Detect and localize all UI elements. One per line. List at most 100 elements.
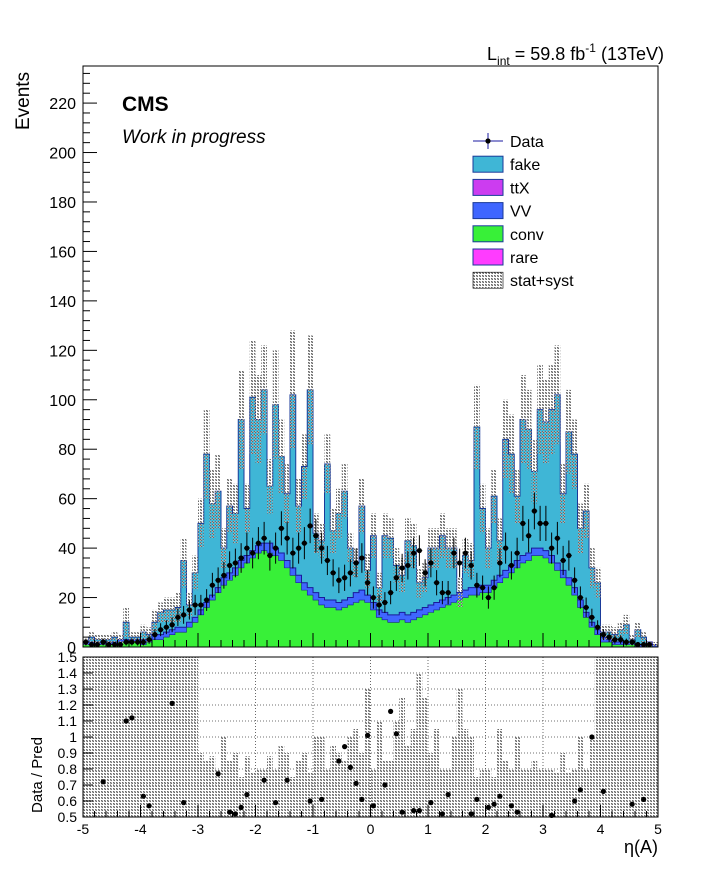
stat-syst-band-bin bbox=[123, 607, 129, 638]
stat-syst-band-bin bbox=[341, 464, 348, 519]
ratio-point bbox=[336, 758, 342, 764]
data-point bbox=[410, 537, 417, 569]
legend-label: conv bbox=[510, 227, 544, 244]
stat-syst-band-bin bbox=[111, 632, 118, 643]
data-point bbox=[140, 638, 147, 646]
ratio-band-bin bbox=[255, 769, 262, 817]
ratio-band-bin bbox=[341, 761, 348, 817]
x-tick-label: 1 bbox=[424, 821, 432, 837]
data-point bbox=[428, 548, 434, 578]
ratio-band-bin bbox=[123, 657, 129, 817]
stat-syst-band-bin bbox=[566, 389, 572, 474]
ratio-band-bin bbox=[428, 753, 434, 817]
ratio-uncertainty-band bbox=[83, 657, 658, 817]
stat-syst-band-bin bbox=[594, 567, 601, 598]
stat-syst-band-bin bbox=[284, 464, 290, 524]
legend-label: VV bbox=[510, 204, 532, 221]
data-point bbox=[439, 580, 446, 605]
data-point bbox=[382, 592, 388, 613]
data-point bbox=[468, 551, 474, 580]
ratio-point bbox=[399, 809, 405, 815]
ratio-band-bin bbox=[278, 745, 285, 817]
stat-syst-band-bin bbox=[416, 567, 423, 598]
ratio-band-bin bbox=[600, 657, 607, 817]
ratio-band-bin bbox=[456, 689, 463, 817]
stat-syst-band-bin bbox=[376, 572, 382, 603]
x-tick-label: -5 bbox=[77, 821, 90, 837]
stat-syst-band-bin bbox=[474, 384, 480, 469]
y-tick-label: 140 bbox=[49, 294, 76, 311]
data-point bbox=[359, 543, 365, 573]
ratio-point bbox=[382, 782, 388, 788]
data-point bbox=[186, 600, 193, 620]
data-point bbox=[364, 570, 371, 596]
ratio-point bbox=[445, 792, 451, 798]
ratio-band-bin bbox=[594, 657, 601, 817]
stat-syst-band-bin bbox=[514, 468, 520, 524]
stat-syst-band-bin bbox=[175, 592, 181, 623]
y-tick-label: 180 bbox=[49, 195, 76, 212]
ratio-band-bin bbox=[313, 737, 319, 817]
ratio-band-bin bbox=[410, 729, 417, 817]
stat-syst-band-bin bbox=[525, 389, 532, 469]
ratio-band-bin bbox=[359, 753, 365, 817]
data-point bbox=[152, 629, 158, 641]
ratio-band-bin bbox=[307, 772, 313, 817]
legend-label: Data bbox=[510, 134, 544, 151]
data-point bbox=[175, 608, 181, 626]
stat-syst-band-bin bbox=[433, 528, 440, 568]
lumi-prefix: L bbox=[487, 44, 497, 64]
y-tick-label: 0 bbox=[67, 640, 76, 657]
stat-syst-band-bin bbox=[537, 365, 543, 455]
ratio-band-bin bbox=[203, 761, 210, 817]
data-point bbox=[491, 575, 497, 600]
ratio-band-bin bbox=[324, 769, 331, 817]
ratio-band-bin bbox=[111, 657, 118, 817]
ratio-band-bin bbox=[416, 673, 423, 817]
ratio-band-bin bbox=[543, 769, 549, 817]
stat-syst-band-bin bbox=[479, 483, 486, 534]
data-point bbox=[485, 586, 492, 609]
data-point bbox=[399, 553, 405, 582]
ratio-band-bin bbox=[439, 769, 446, 817]
data-point bbox=[83, 638, 89, 646]
data-point bbox=[433, 570, 440, 596]
stat-syst-band-bin bbox=[169, 597, 175, 623]
ratio-band-bin bbox=[238, 777, 244, 817]
data-point bbox=[295, 532, 302, 564]
data-point bbox=[543, 505, 549, 541]
ratio-point bbox=[129, 715, 135, 721]
ratio-band-bin bbox=[186, 657, 193, 817]
ratio-point bbox=[359, 796, 365, 803]
data-point bbox=[169, 617, 175, 633]
stat-syst-band-bin bbox=[255, 375, 262, 465]
ratio-band-bin bbox=[462, 729, 469, 817]
stat-syst-band-bin bbox=[428, 528, 434, 568]
stat-syst-band-bin bbox=[324, 434, 331, 494]
data-point bbox=[405, 551, 411, 580]
y-tick-label: 200 bbox=[49, 146, 76, 163]
ratio-point bbox=[508, 803, 514, 809]
ratio-band-bin bbox=[537, 769, 543, 817]
ratio-band-bin bbox=[635, 657, 641, 817]
data-point bbox=[600, 629, 607, 641]
stat-syst-band-bin bbox=[554, 345, 561, 445]
ratio-y-tick-label: 0.5 bbox=[58, 809, 78, 825]
ratio-point bbox=[261, 777, 267, 783]
stat-syst-band-bin bbox=[290, 330, 296, 450]
ratio-point bbox=[428, 800, 434, 806]
data-point bbox=[387, 580, 394, 605]
stat-syst-band-bin bbox=[192, 555, 198, 591]
data-point bbox=[629, 638, 635, 646]
stat-syst-band-bin bbox=[106, 634, 112, 645]
data-point bbox=[623, 638, 630, 646]
ratio-y-tick-label: 1.5 bbox=[58, 649, 78, 665]
ratio-band-bin bbox=[152, 657, 158, 817]
ratio-band-bin bbox=[652, 657, 658, 817]
stat-syst-band-bin bbox=[548, 365, 555, 455]
data-point bbox=[560, 545, 566, 576]
ratio-band-bin bbox=[566, 772, 572, 817]
data-point bbox=[347, 559, 354, 587]
ratio-band-bin bbox=[347, 737, 354, 817]
ratio-band-bin bbox=[336, 753, 342, 817]
